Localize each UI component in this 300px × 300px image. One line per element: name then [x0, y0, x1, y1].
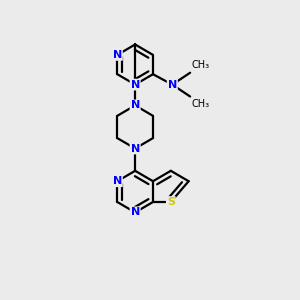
Text: S: S [167, 197, 175, 207]
Text: N: N [130, 100, 140, 110]
Text: N: N [130, 207, 140, 218]
Text: N: N [130, 143, 140, 154]
Text: N: N [130, 80, 140, 90]
Text: CH₃: CH₃ [192, 60, 210, 70]
Text: N: N [113, 176, 122, 186]
Text: N: N [113, 50, 122, 60]
Text: CH₃: CH₃ [192, 99, 210, 109]
Text: N: N [168, 80, 177, 90]
